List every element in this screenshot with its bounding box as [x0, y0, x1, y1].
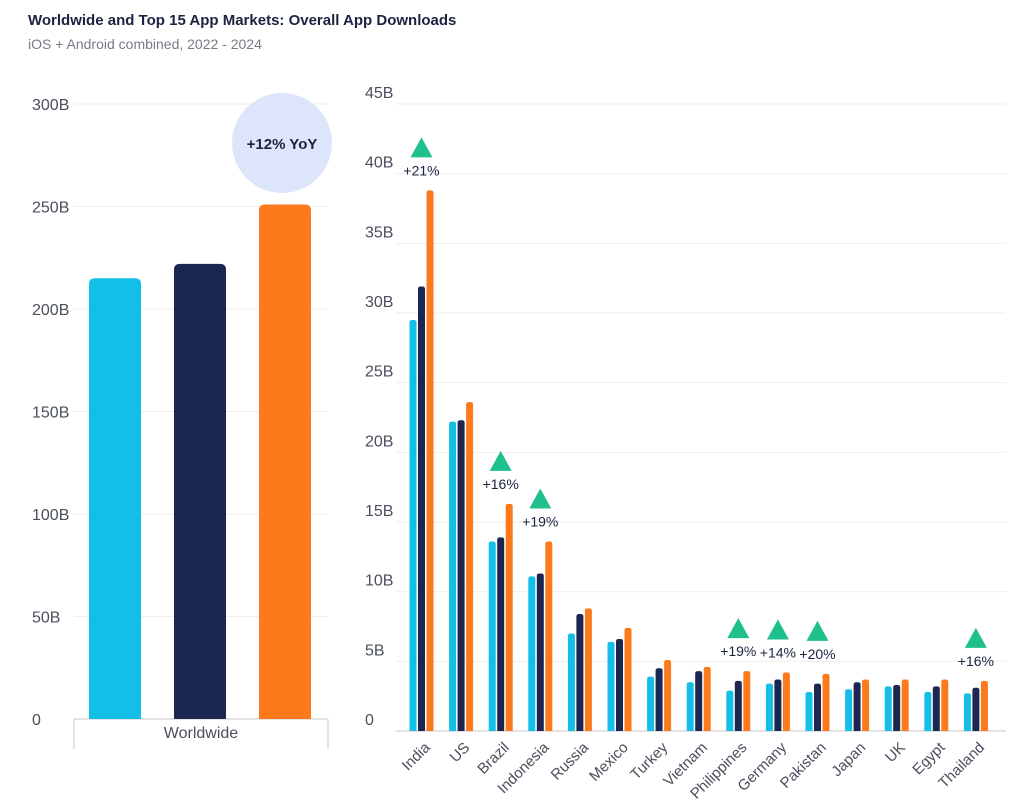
market-bar — [607, 641, 615, 731]
market-bar — [449, 421, 457, 731]
y-tick-label: 10B — [365, 573, 393, 590]
market-bar — [528, 576, 536, 731]
growth-label: +19% — [522, 514, 558, 530]
y-tick-label: 15B — [365, 503, 393, 520]
market-bar — [616, 639, 623, 731]
worldwide-panel: 0 50B 100B 150B 200B 250B 300B +12% YoY Worldwid… — [32, 93, 332, 749]
market-bar — [624, 627, 632, 731]
y-tick-label: 300B — [32, 97, 69, 114]
market-bar — [545, 541, 553, 731]
market-bar — [664, 659, 672, 731]
market-bar — [466, 402, 474, 731]
growth-label: +16% — [483, 476, 519, 492]
up-arrow-icon — [529, 488, 552, 509]
x-category-label: Worldwide — [164, 725, 239, 742]
y-tick-label: 25B — [365, 364, 393, 381]
growth-label: +14% — [760, 644, 796, 660]
market-bar — [814, 683, 821, 731]
y-tick-label: 250B — [32, 200, 69, 217]
market-bar — [686, 682, 694, 731]
market-bar — [409, 319, 417, 731]
y-tick-label: 40B — [365, 155, 393, 172]
x-category-label: Russia — [548, 739, 593, 784]
market-bar — [567, 633, 575, 731]
market-bar — [647, 676, 655, 731]
y-tick-label: 0 — [32, 712, 41, 729]
y-tick-label: 20B — [365, 433, 393, 450]
growth-label: +16% — [958, 653, 994, 669]
chart-title: Worldwide and Top 15 App Markets: Overal… — [28, 12, 457, 29]
market-bar — [884, 686, 892, 731]
market-bar — [862, 679, 870, 731]
growth-label: +19% — [720, 643, 756, 659]
x-category-label: UK — [882, 739, 909, 766]
market-bar — [805, 691, 813, 731]
yoy-bubble — [232, 93, 332, 193]
y-tick-label: 30B — [365, 294, 393, 311]
market-bar — [972, 687, 980, 731]
y-tick-label: 150B — [32, 405, 69, 422]
up-arrow-icon — [489, 450, 512, 471]
up-arrow-icon — [806, 620, 829, 641]
market-bar — [822, 673, 830, 731]
market-bar — [497, 537, 505, 731]
market-bar — [932, 686, 940, 731]
chart-subtitle: iOS + Android combined, 2022 - 2024 — [28, 36, 262, 52]
x-category-label: US — [447, 739, 474, 766]
y-tick-label: 5B — [365, 642, 385, 659]
market-bar — [734, 680, 742, 731]
market-bar — [893, 685, 901, 731]
y-tick-label: 0 — [365, 712, 374, 729]
market-bar — [853, 682, 861, 731]
y-tick-label: 50B — [32, 610, 60, 627]
yoy-label: +12% YoY — [247, 136, 318, 153]
market-bar — [418, 286, 425, 731]
worldwide-bar — [174, 263, 226, 719]
market-bar — [584, 608, 592, 731]
market-bar — [426, 190, 434, 732]
market-bar — [901, 679, 909, 731]
worldwide-bar — [259, 204, 311, 719]
market-bar — [536, 573, 544, 731]
market-bar — [782, 672, 790, 731]
y-tick-label: 35B — [365, 224, 393, 241]
market-bar — [845, 689, 853, 731]
market-bar — [765, 683, 773, 731]
market-bar — [655, 668, 663, 731]
growth-label: +21% — [403, 162, 439, 178]
market-bar — [743, 671, 751, 731]
worldwide-bar — [89, 278, 141, 719]
market-bar — [963, 693, 971, 731]
market-bar — [576, 613, 584, 731]
market-bar — [980, 680, 988, 731]
y-tick-label: 100B — [32, 507, 69, 524]
market-bar — [457, 420, 465, 731]
growth-label: +20% — [799, 646, 835, 662]
market-bar — [703, 666, 711, 731]
y-tick-label: 200B — [32, 302, 69, 319]
up-arrow-icon — [727, 618, 750, 639]
market-bar — [924, 691, 932, 731]
up-arrow-icon — [964, 627, 987, 648]
market-bar — [941, 679, 949, 731]
x-category-label: Mexico — [586, 739, 632, 785]
x-category-label: India — [399, 739, 434, 774]
market-bar — [488, 541, 496, 731]
up-arrow-icon — [766, 619, 789, 640]
x-category-label: Japan — [828, 739, 869, 780]
market-bar — [505, 503, 513, 731]
market-bar — [726, 690, 734, 731]
market-bar — [695, 671, 703, 731]
y-tick-label: 45B — [365, 85, 393, 102]
market-bar — [774, 679, 782, 731]
up-arrow-icon — [410, 137, 433, 158]
